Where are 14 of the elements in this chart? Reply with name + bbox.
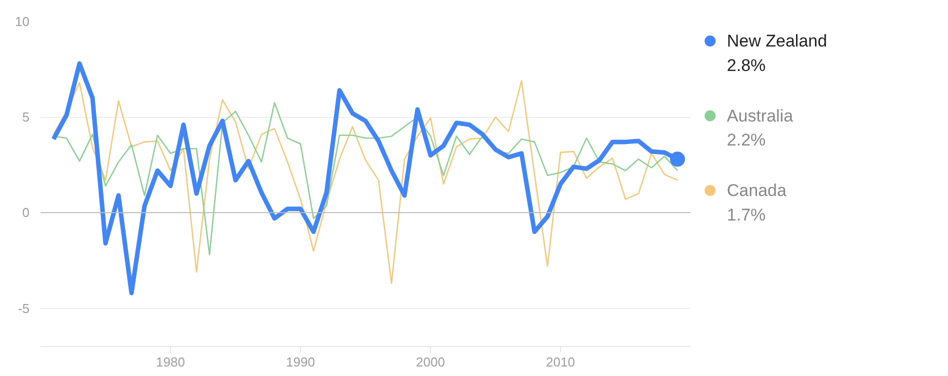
legend-label: Australia — [726, 106, 794, 126]
text: 2.8% — [726, 56, 766, 75]
text: 2.2% — [726, 130, 766, 150]
y-tick-label: 10 — [15, 14, 30, 29]
legend-label: New Zealand — [726, 32, 828, 50]
y-tick-label: 5 — [22, 110, 30, 125]
y-tick-label: -5 — [18, 300, 30, 316]
x-tick-label: 1990 — [286, 354, 315, 370]
text: 1.7% — [726, 205, 766, 224]
y-tick-label: 0 — [22, 205, 30, 220]
x-tick-label: 1980 — [156, 354, 185, 370]
x-tick-label: 2010 — [546, 354, 575, 370]
x-tick-label: 2000 — [416, 354, 445, 370]
legend-label: Canada — [726, 181, 787, 200]
